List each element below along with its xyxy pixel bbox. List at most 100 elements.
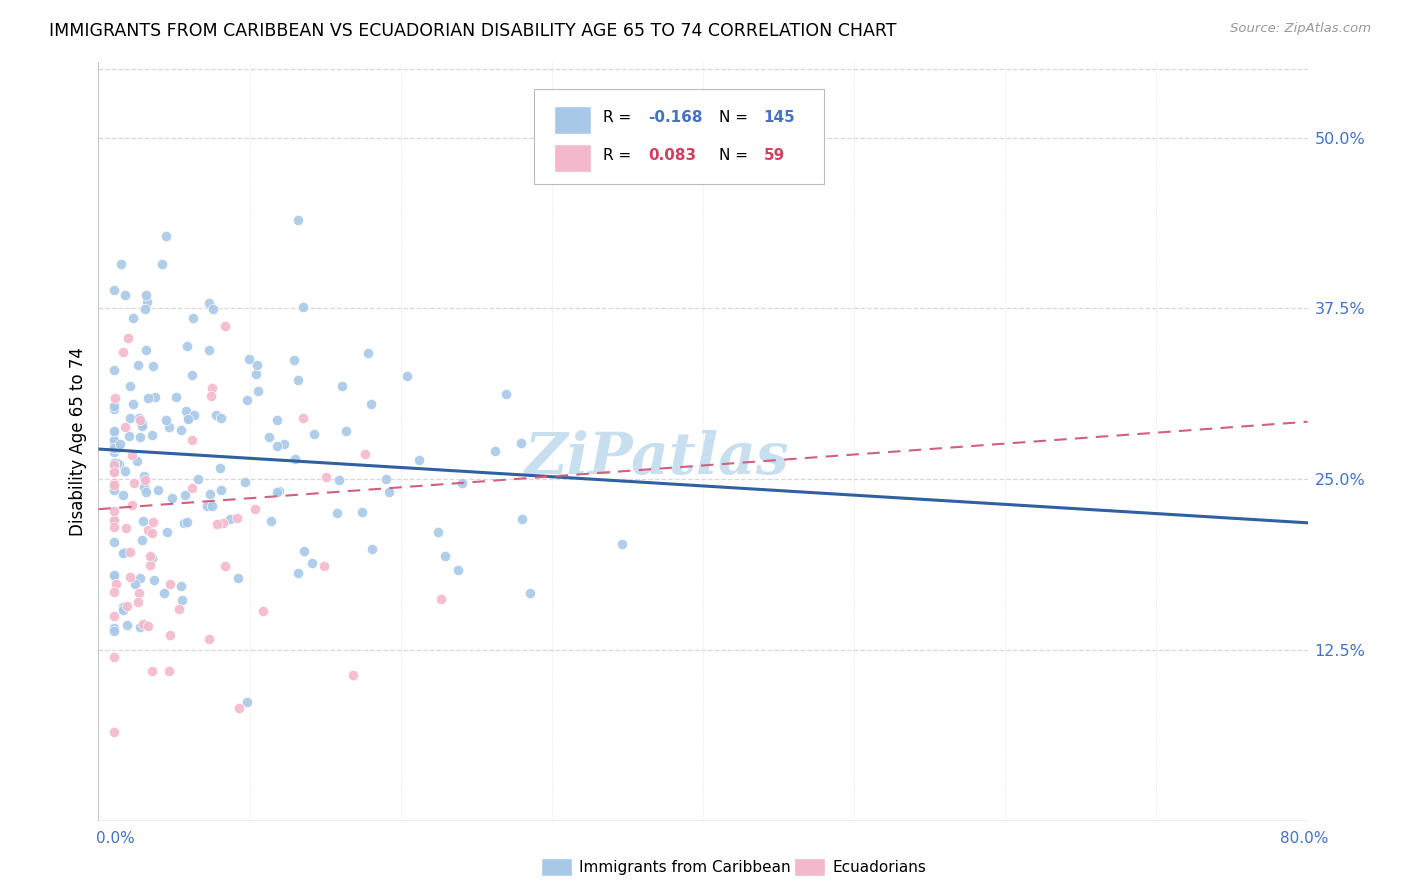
Point	[395, 368, 418, 383]
Point	[103, 445, 125, 459]
Point	[495, 387, 517, 401]
Point	[180, 434, 202, 448]
Point	[176, 515, 198, 529]
Point	[131, 418, 153, 433]
Point	[173, 488, 195, 502]
Point	[291, 300, 314, 314]
Point	[103, 465, 125, 479]
Point	[117, 618, 139, 632]
Point	[122, 310, 145, 325]
Point	[127, 358, 149, 372]
Point	[301, 556, 323, 570]
Point	[103, 464, 125, 478]
Point	[155, 413, 177, 427]
Text: Ecuadorians: Ecuadorians	[832, 860, 927, 874]
Point	[167, 602, 190, 616]
Point	[252, 604, 274, 618]
Point	[104, 391, 127, 405]
Point	[112, 603, 135, 617]
Point	[103, 585, 125, 599]
Point	[198, 486, 221, 500]
Point	[118, 410, 141, 425]
Point	[115, 521, 138, 535]
FancyBboxPatch shape	[534, 89, 824, 184]
Y-axis label: Disability Age 65 to 74: Disability Age 65 to 74	[69, 347, 87, 536]
Point	[198, 296, 221, 310]
Point	[103, 520, 125, 534]
Point	[131, 616, 153, 631]
Point	[426, 525, 449, 540]
Point	[103, 568, 125, 582]
Point	[159, 628, 181, 642]
Point	[245, 367, 267, 381]
Text: Immigrants from Caribbean: Immigrants from Caribbean	[579, 860, 792, 874]
Point	[142, 359, 165, 374]
Point	[266, 484, 288, 499]
Point	[245, 502, 267, 516]
Point	[118, 545, 141, 559]
Text: 80.0%: 80.0%	[1281, 831, 1329, 846]
Point	[330, 379, 353, 393]
Point	[408, 453, 430, 467]
Point	[429, 591, 451, 606]
Point	[103, 514, 125, 528]
Point	[509, 436, 531, 450]
Point	[111, 599, 134, 614]
Point	[352, 505, 374, 519]
Point	[246, 384, 269, 398]
Point	[315, 470, 337, 484]
Point	[132, 514, 155, 528]
Point	[160, 491, 183, 505]
Point	[291, 411, 314, 425]
Point	[136, 523, 159, 537]
Point	[177, 409, 200, 424]
Point	[103, 425, 125, 439]
Point	[156, 524, 179, 539]
Point	[304, 427, 326, 442]
Point	[183, 408, 205, 422]
Point	[103, 483, 125, 498]
Point	[170, 579, 193, 593]
Point	[135, 484, 157, 499]
Point	[314, 558, 336, 573]
Point	[226, 571, 249, 585]
Point	[357, 345, 380, 359]
Point	[141, 525, 163, 540]
Point	[266, 439, 288, 453]
Point	[103, 363, 125, 377]
Point	[375, 472, 398, 486]
Point	[127, 594, 149, 608]
Point	[131, 533, 153, 547]
Point	[103, 621, 125, 635]
Point	[214, 558, 236, 573]
Point	[209, 411, 232, 425]
Point	[181, 310, 204, 325]
Point	[117, 599, 139, 613]
Point	[136, 392, 159, 406]
Text: Source: ZipAtlas.com: Source: ZipAtlas.com	[1230, 22, 1371, 36]
Point	[103, 441, 125, 455]
Point	[139, 549, 162, 563]
Point	[103, 399, 125, 413]
Point	[131, 417, 153, 431]
Point	[233, 475, 256, 490]
Point	[195, 499, 218, 513]
Point	[103, 569, 125, 583]
Point	[117, 331, 139, 345]
Point	[103, 462, 125, 476]
Point	[198, 632, 221, 646]
Text: ZiPatlas: ZiPatlas	[526, 430, 790, 487]
Point	[103, 535, 125, 549]
Point	[103, 609, 125, 624]
Point	[110, 257, 132, 271]
Point	[114, 545, 136, 559]
Point	[118, 428, 141, 442]
Point	[134, 302, 156, 317]
Text: 0.0%: 0.0%	[96, 831, 135, 846]
Point	[112, 546, 135, 560]
Point	[122, 397, 145, 411]
Point	[152, 586, 174, 600]
Point	[447, 563, 470, 577]
Point	[108, 457, 131, 471]
Point	[354, 447, 377, 461]
